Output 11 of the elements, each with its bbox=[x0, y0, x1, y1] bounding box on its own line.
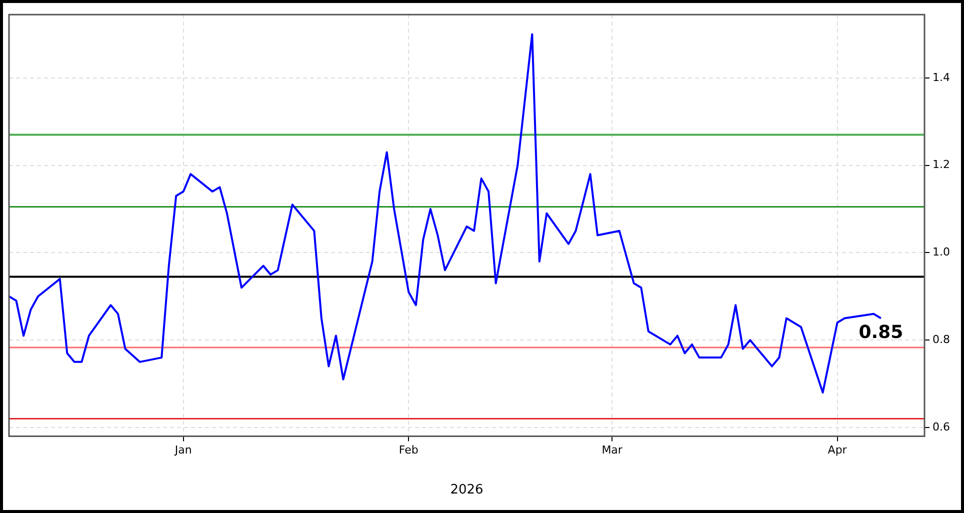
x-tick-label: Feb bbox=[398, 444, 418, 457]
y-tick-label: 1.4 bbox=[932, 70, 950, 84]
x-tick-label: Apr bbox=[828, 444, 848, 457]
y-tick-label: 1.0 bbox=[932, 246, 950, 259]
y-tick-label: 0.6 bbox=[932, 420, 950, 434]
x-axis-title: 2026 bbox=[450, 482, 484, 498]
x-tick-label: Mar bbox=[602, 444, 623, 457]
y-tick-label: 1.2 bbox=[932, 158, 950, 172]
annotation: 0.85 bbox=[858, 322, 904, 343]
y-tick-label: 0.8 bbox=[932, 332, 950, 346]
x-tick-label: Jan bbox=[174, 444, 192, 457]
